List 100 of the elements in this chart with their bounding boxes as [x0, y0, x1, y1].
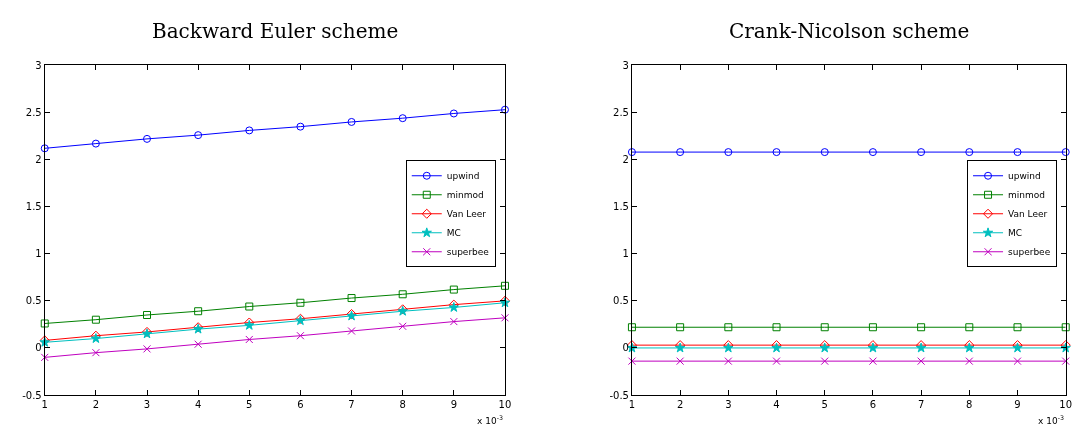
point [676, 148, 685, 157]
point [40, 144, 49, 153]
point [143, 134, 152, 143]
point [724, 148, 733, 157]
y-tick-label: 0 [622, 342, 629, 354]
point [1013, 357, 1022, 366]
text: x 10$^{-3}$ [1038, 414, 1064, 426]
x-tick-label: 6 [297, 399, 304, 411]
y-tick-label: -0.5 [22, 389, 42, 401]
point [449, 317, 458, 326]
y-tick-label: -0.5 [609, 389, 629, 401]
x-tick-label: 9 [1014, 399, 1021, 411]
x-tick-label: 10 [498, 399, 512, 411]
point [296, 298, 305, 307]
point [1061, 148, 1070, 157]
x-tick-label: 3 [725, 399, 732, 411]
point [1013, 323, 1022, 332]
point [772, 323, 781, 332]
y-tick-label: 2.5 [613, 107, 629, 119]
point [296, 331, 305, 340]
point [676, 323, 685, 332]
legend-label: Van Leer [1008, 209, 1048, 220]
x-tick-label: 4 [194, 399, 202, 411]
legend-label: Van Leer [446, 209, 487, 220]
point [296, 122, 305, 131]
point [772, 148, 781, 157]
point [398, 290, 407, 299]
point [965, 323, 974, 332]
legend-label: superbee [1008, 247, 1051, 258]
point [398, 114, 407, 123]
y-tick-label: 3 [35, 59, 42, 71]
x-tick-label: 5 [821, 399, 828, 411]
point [965, 148, 974, 157]
text: x 10$^{-3}$ [477, 414, 503, 426]
y-tick-label: 0.5 [613, 295, 629, 307]
point [917, 148, 926, 157]
point [40, 353, 49, 362]
x-tick-label: 6 [869, 399, 877, 411]
point [91, 348, 100, 357]
point [1013, 148, 1022, 157]
x-tick-label: 8 [966, 399, 973, 411]
point [347, 327, 356, 335]
y-tick-label: 2 [622, 154, 629, 166]
point [820, 357, 829, 366]
point [965, 357, 974, 366]
point [724, 323, 733, 332]
point [91, 139, 100, 148]
point [917, 357, 926, 366]
legend-label: superbee [446, 247, 490, 258]
point [627, 357, 636, 366]
point [40, 319, 49, 328]
x-tick-label: 10 [1059, 399, 1073, 411]
y-tick-label: 1 [622, 248, 629, 260]
y-tick-label: 0.5 [25, 295, 42, 307]
point [500, 105, 509, 114]
y-tick-label: 1.5 [613, 201, 629, 213]
point [820, 148, 829, 157]
point [627, 323, 636, 332]
legend-label: upwind [1008, 171, 1041, 182]
point [194, 340, 203, 349]
point [1061, 323, 1070, 332]
point [245, 126, 254, 135]
legend-label: MC [1008, 228, 1023, 239]
point [820, 323, 829, 332]
point [347, 117, 356, 126]
y-tick-label: 0 [35, 342, 42, 354]
point [627, 148, 636, 157]
point [194, 307, 203, 316]
point [398, 322, 407, 331]
x-tick-label: 7 [917, 399, 925, 411]
chart-title: Crank-Nicolson scheme [729, 19, 970, 43]
point [245, 335, 254, 344]
y-tick-label: 3 [622, 59, 629, 71]
legend-label: MC [446, 228, 461, 239]
point [772, 357, 781, 366]
point [868, 148, 877, 157]
point [449, 109, 458, 118]
x-tick-label: 3 [143, 399, 151, 411]
point [194, 131, 203, 140]
legend-label: upwind [446, 171, 480, 182]
point [347, 294, 356, 303]
point [868, 357, 877, 366]
x-tick-label: 5 [246, 399, 253, 411]
y-tick-label: 2.5 [25, 107, 42, 119]
legend-label: minmod [1008, 190, 1045, 201]
point [91, 315, 100, 324]
x-tick-label: 9 [450, 399, 458, 411]
point [1061, 357, 1070, 366]
point [143, 344, 152, 353]
y-tick-label: 2 [35, 154, 42, 166]
point [676, 357, 685, 366]
point [500, 313, 509, 322]
point [917, 323, 926, 332]
x-tick-label: 2 [676, 399, 684, 411]
legend-label: minmod [446, 190, 484, 201]
y-tick-label: 1 [35, 248, 42, 260]
point [868, 323, 877, 332]
chart-title: Backward Euler scheme [152, 19, 399, 43]
point [724, 357, 733, 366]
point [449, 285, 458, 294]
